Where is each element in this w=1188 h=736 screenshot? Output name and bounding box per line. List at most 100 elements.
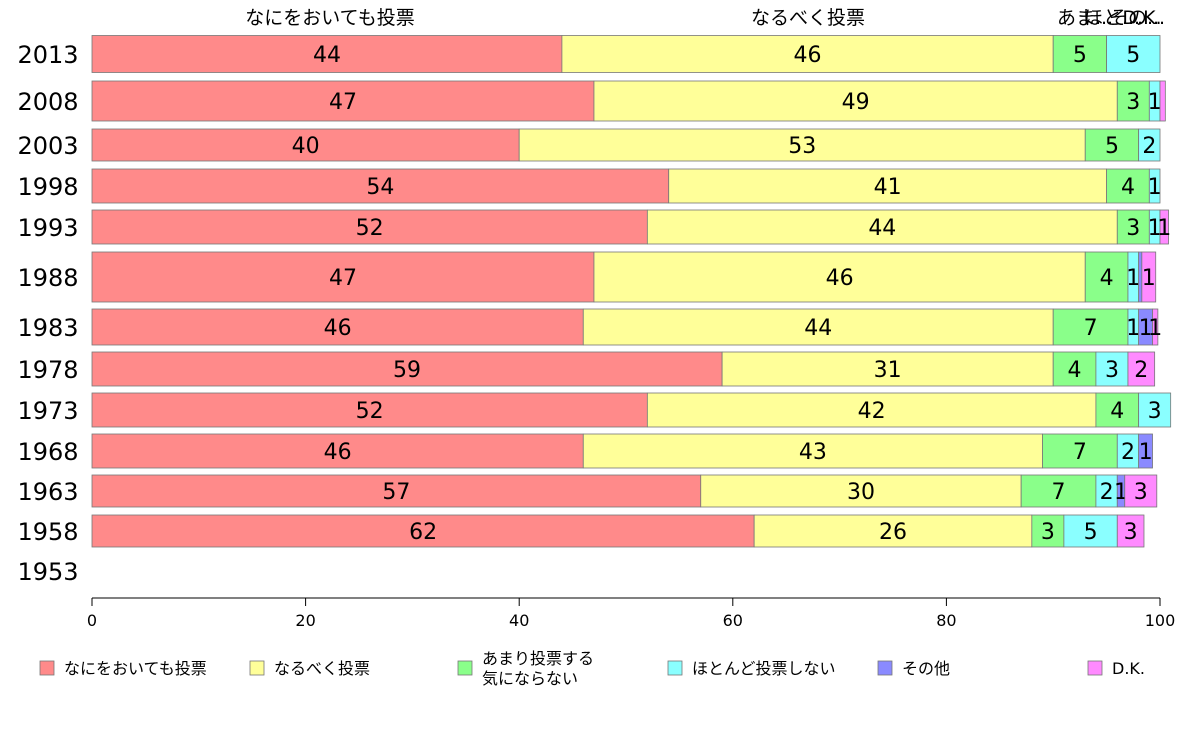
data-label: 1	[1157, 216, 1171, 241]
bar-segment	[668, 168, 1107, 204]
bar-segment	[1141, 251, 1157, 303]
data-label: 1	[1148, 175, 1162, 200]
y-tick-label: 1998	[17, 173, 78, 201]
data-label: 4	[1068, 358, 1082, 383]
bar-segment	[91, 351, 723, 387]
data-label: 1	[1148, 316, 1162, 341]
bar-segment	[582, 308, 1054, 346]
data-label: 44	[804, 316, 832, 341]
y-tick-label: 1963	[17, 478, 78, 506]
data-label: 7	[1073, 440, 1087, 465]
data-label: 31	[874, 358, 902, 383]
bar-segment	[646, 392, 1097, 428]
y-tick-label: 2013	[17, 41, 78, 69]
data-label: 5	[1084, 520, 1098, 545]
bar-segment	[91, 251, 595, 303]
data-label: 2	[1121, 440, 1135, 465]
bar-segment	[1052, 351, 1097, 387]
data-label: 1	[1142, 266, 1156, 291]
data-label: 5	[1105, 134, 1119, 159]
legend-swatch	[667, 660, 683, 676]
data-label: 47	[329, 90, 357, 115]
bar-segment	[1152, 308, 1159, 346]
legend-label: なにをおいても投票	[64, 659, 207, 678]
data-label: 1	[1139, 440, 1153, 465]
data-label: 1	[1126, 316, 1140, 341]
top-series-label: その...	[1109, 7, 1165, 29]
x-tick-label: 20	[295, 611, 315, 630]
data-label: 62	[409, 520, 437, 545]
data-label: 1	[1139, 316, 1153, 341]
data-label: 1	[1148, 90, 1162, 115]
bar-segment	[91, 35, 563, 73]
bar-segment	[1116, 209, 1150, 245]
bar-segment	[1106, 35, 1161, 73]
legend-label: 気にならない	[482, 669, 578, 688]
bar-segment	[561, 35, 1054, 73]
bar-segment	[91, 433, 584, 469]
bar-segment	[1127, 351, 1156, 387]
bar-segment	[1138, 128, 1161, 162]
bar-segment	[91, 474, 702, 508]
data-label: 3	[1126, 90, 1140, 115]
data-label: 59	[393, 358, 421, 383]
y-tick-label: 1968	[17, 438, 78, 466]
bar-segment	[1116, 80, 1150, 122]
bar-segment	[1052, 35, 1107, 73]
data-label: 46	[324, 440, 352, 465]
legend-label: あまり投票する	[482, 649, 594, 668]
bar-segment	[91, 209, 648, 245]
bar-segment	[721, 351, 1054, 387]
y-tick-label: 2003	[17, 132, 78, 160]
data-label: 3	[1134, 480, 1148, 505]
x-tick-label: 40	[509, 611, 529, 630]
legend-label: その他	[902, 659, 950, 678]
bar-segment	[1042, 433, 1118, 469]
data-label: 4	[1110, 399, 1124, 424]
bar-segment	[1138, 392, 1172, 428]
data-label: 2	[1142, 134, 1156, 159]
data-label: 3	[1126, 216, 1140, 241]
data-label: 2	[1100, 480, 1114, 505]
bar-segment	[1031, 514, 1065, 548]
top-series-label: D.K.	[1122, 7, 1161, 29]
bar-segment	[1159, 209, 1169, 245]
bar-segment	[1148, 168, 1161, 204]
y-tick-label: 1953	[17, 558, 78, 586]
x-tick-label: 80	[936, 611, 956, 630]
data-label: 2	[1134, 358, 1148, 383]
bar-segment	[1084, 251, 1129, 303]
y-tick-label: 1973	[17, 397, 78, 425]
data-label: 43	[799, 440, 827, 465]
data-label: 47	[329, 266, 357, 291]
bar-segment	[582, 433, 1043, 469]
bar-segment	[91, 168, 670, 204]
top-series-label: なるべく投票	[751, 7, 865, 29]
data-label: 4	[1121, 175, 1135, 200]
data-label: 4	[1100, 266, 1114, 291]
data-label: 53	[788, 134, 816, 159]
legend-swatch	[877, 660, 893, 676]
data-label: 44	[868, 216, 896, 241]
data-label: 3	[1041, 520, 1055, 545]
data-label: 54	[366, 175, 394, 200]
bar-segment	[1124, 474, 1158, 508]
bar-segment	[91, 128, 520, 162]
bar-segment	[1020, 474, 1097, 508]
data-label: 30	[847, 480, 875, 505]
bar-segment	[91, 80, 595, 122]
bar-segment	[91, 514, 755, 548]
bar-segment	[1116, 514, 1145, 548]
data-label: 7	[1052, 480, 1066, 505]
y-tick-label: 1983	[17, 314, 78, 342]
legend-label: D.K.	[1112, 659, 1145, 678]
data-label: 3	[1124, 520, 1138, 545]
bar-segment	[593, 251, 1086, 303]
bar-segment	[700, 474, 1022, 508]
y-tick-label: 1993	[17, 214, 78, 242]
x-tick-label: 100	[1145, 611, 1176, 630]
bar-segment	[1052, 308, 1129, 346]
bar-segment	[1095, 351, 1129, 387]
data-label: 42	[858, 399, 886, 424]
